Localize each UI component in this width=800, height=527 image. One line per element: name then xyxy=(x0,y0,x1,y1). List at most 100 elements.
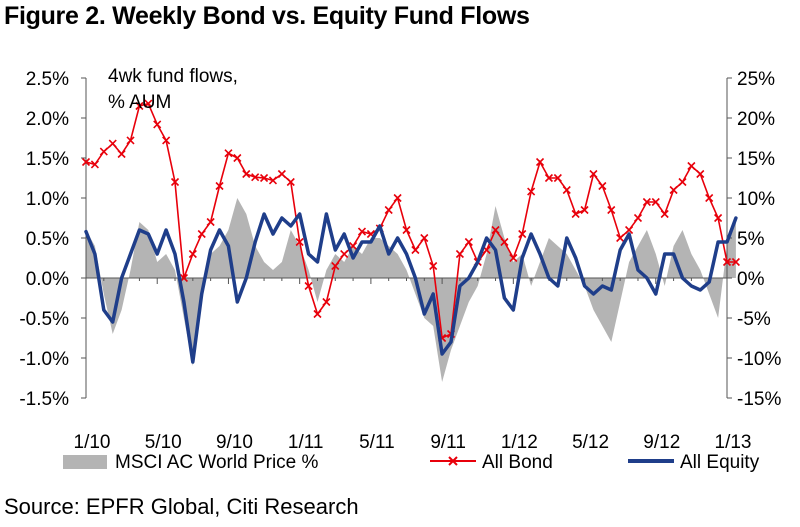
legend-label-msci: MSCI AC World Price % xyxy=(115,452,319,473)
bond-point xyxy=(170,177,180,187)
left-tick-label: -1.5% xyxy=(19,389,69,410)
bond-point xyxy=(455,249,464,259)
left-tick-label: 2.5% xyxy=(26,69,69,90)
bond-point xyxy=(224,149,233,158)
bond-point xyxy=(153,120,162,129)
bond-point xyxy=(277,169,286,179)
series-msci-area xyxy=(86,198,736,382)
bond-point xyxy=(491,225,500,235)
bond-point xyxy=(286,177,295,187)
bond-point xyxy=(206,217,215,227)
x-tick-label: 5/11 xyxy=(359,432,395,453)
bond-point xyxy=(117,149,126,159)
bond-point xyxy=(669,185,678,195)
left-tick-label: 1.0% xyxy=(26,189,69,210)
bond-point xyxy=(687,161,696,171)
bond-point xyxy=(705,193,714,203)
bond-point xyxy=(429,261,438,271)
x-tick-label: 9/11 xyxy=(430,432,466,453)
bond-point xyxy=(322,297,331,307)
bond-point xyxy=(108,139,117,148)
bond-point xyxy=(535,157,545,167)
legend-swatch-msci xyxy=(63,455,107,469)
right-tick-label: 15% xyxy=(737,149,775,170)
bond-point xyxy=(696,169,705,179)
bond-point xyxy=(340,249,349,259)
bond-point xyxy=(268,176,278,185)
bond-point xyxy=(215,181,224,191)
right-tick-label: -15% xyxy=(737,389,781,410)
left-tick-label: -1.0% xyxy=(19,349,69,370)
bond-point xyxy=(598,181,607,191)
bond-point xyxy=(633,213,643,223)
left-tick-label: -0.5% xyxy=(19,309,69,330)
bond-point xyxy=(242,169,251,179)
bond-point xyxy=(81,157,91,167)
bond-point xyxy=(607,205,616,215)
bond-point xyxy=(500,237,509,247)
legend-swatch-equity xyxy=(628,459,674,463)
bond-point xyxy=(589,169,598,179)
bond-point xyxy=(313,309,322,319)
source-note: Source: EPFR Global, Citi Research xyxy=(4,494,359,519)
bond-point xyxy=(678,177,687,187)
bond-point xyxy=(357,227,367,236)
chart-title: Figure 2. Weekly Bond vs. Equity Fund Fl… xyxy=(4,2,530,30)
bond-point xyxy=(731,257,740,267)
x-tick-label: 1/10 xyxy=(74,432,111,453)
left-tick-label: 1.5% xyxy=(26,149,69,170)
bond-point xyxy=(99,147,108,156)
bond-point xyxy=(144,99,153,108)
bond-point xyxy=(571,209,580,219)
bond-point xyxy=(411,245,420,255)
bond-point xyxy=(518,229,527,239)
bond-point xyxy=(233,153,242,163)
bond-point xyxy=(642,197,651,207)
legend-label-equity: All Equity xyxy=(680,452,760,473)
bond-point xyxy=(562,185,571,195)
right-tick-label: 20% xyxy=(737,109,775,130)
bond-point xyxy=(393,193,402,203)
bond-point xyxy=(625,225,634,235)
left-tick-label: 2.0% xyxy=(26,109,69,130)
right-tick-label: -5% xyxy=(737,309,771,330)
legend-item-msci: MSCI AC World Price % xyxy=(63,452,318,474)
bond-point xyxy=(251,173,260,182)
x-tick-label: 1/13 xyxy=(715,432,752,453)
bond-point xyxy=(464,237,473,247)
x-tick-label: 9/10 xyxy=(216,432,253,453)
x-tick-label: 1/12 xyxy=(501,432,538,453)
legend-item-equity: All Equity xyxy=(628,452,759,474)
left-tick-label: 0.0% xyxy=(26,269,69,290)
bond-point xyxy=(660,209,669,219)
bond-point xyxy=(553,173,562,183)
bond-point xyxy=(580,205,589,215)
x-tick-label: 5/12 xyxy=(572,432,609,453)
bond-point xyxy=(295,237,304,247)
x-tick-label: 1/11 xyxy=(288,432,324,453)
bond-point xyxy=(197,229,206,239)
bond-point xyxy=(384,205,393,215)
legend-label-bond: All Bond xyxy=(482,452,553,473)
bond-point xyxy=(420,233,429,243)
right-tick-label: 10% xyxy=(737,189,775,210)
bond-point xyxy=(259,173,269,183)
bond-point xyxy=(135,101,144,111)
bond-point xyxy=(714,213,723,223)
bond-point xyxy=(402,225,411,235)
right-tick-label: -10% xyxy=(737,349,781,370)
annotation-line-2: % AUM xyxy=(108,92,172,113)
bond-point xyxy=(509,253,518,263)
x-tick-label: 9/12 xyxy=(643,432,680,453)
bond-point xyxy=(90,160,99,169)
bond-point xyxy=(126,136,135,145)
bond-point xyxy=(544,173,554,183)
annotation-line-1: 4wk fund flows, xyxy=(108,66,238,87)
right-tick-label: 25% xyxy=(737,69,775,90)
bond-point xyxy=(304,281,313,291)
bond-point xyxy=(331,261,340,271)
legend-swatch-bond xyxy=(430,456,476,466)
bond-point xyxy=(651,197,660,207)
bond-point xyxy=(722,257,732,267)
